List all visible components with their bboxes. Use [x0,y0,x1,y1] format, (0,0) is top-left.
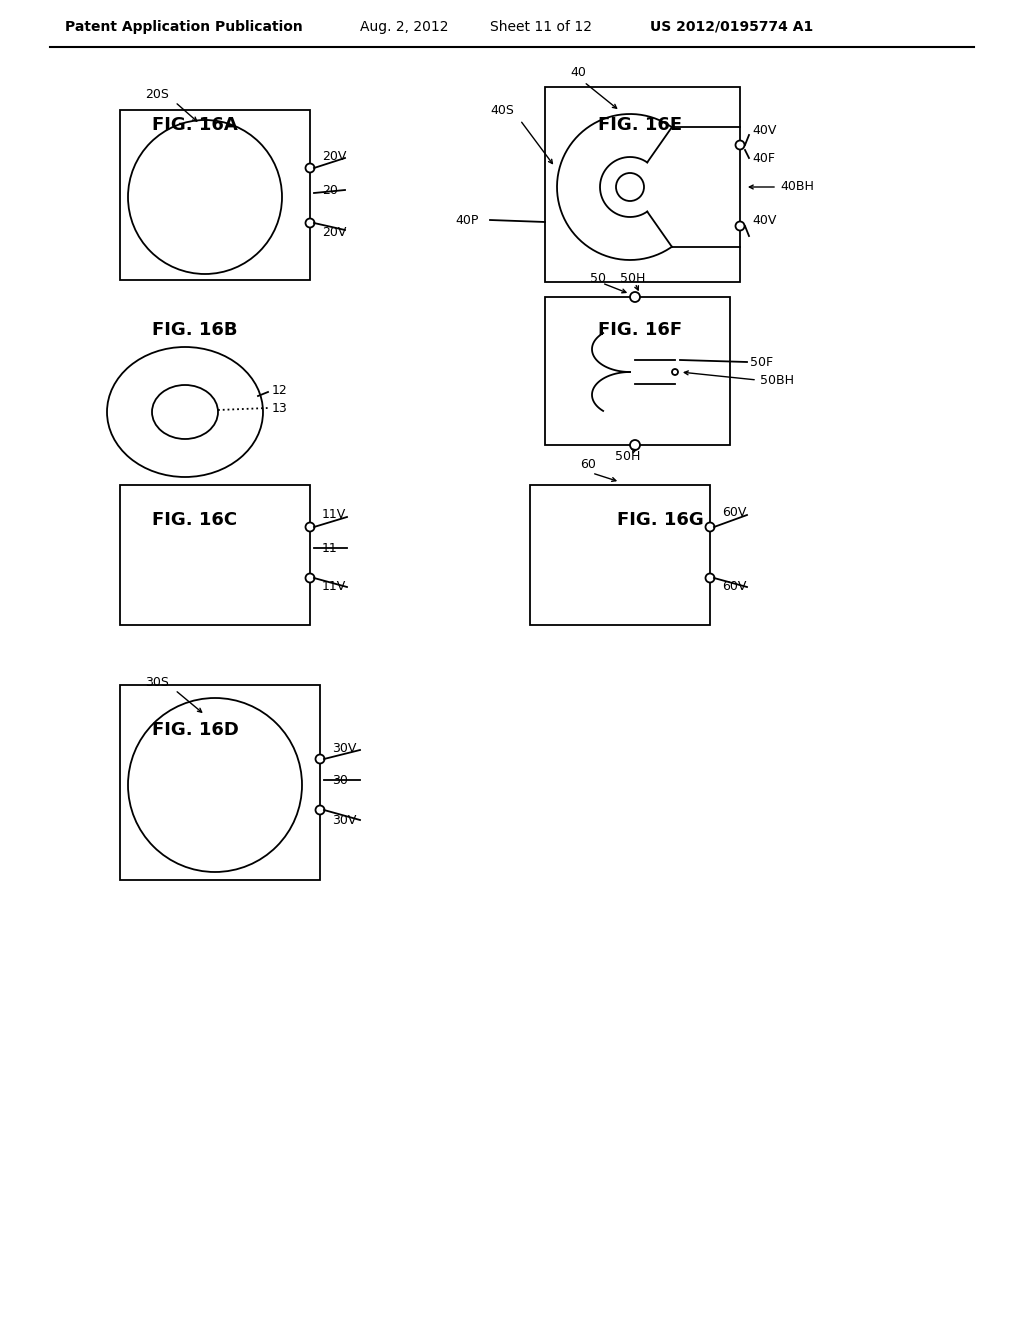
Text: 40BH: 40BH [780,181,814,194]
Circle shape [630,292,640,302]
Text: FIG. 16F: FIG. 16F [598,321,682,339]
Ellipse shape [106,347,263,477]
Circle shape [305,219,314,227]
Circle shape [305,164,314,173]
Text: 50H: 50H [620,272,645,285]
Text: 40V: 40V [752,124,776,136]
Text: 50H: 50H [615,450,640,463]
Circle shape [735,222,744,231]
Text: 11: 11 [322,541,338,554]
Circle shape [630,440,640,450]
Text: 40P: 40P [455,214,478,227]
Text: 40F: 40F [752,152,775,165]
Circle shape [672,370,678,375]
Text: 30V: 30V [332,742,356,755]
Bar [120,685,319,880]
Circle shape [735,140,744,149]
Text: FIG. 16B: FIG. 16B [153,321,238,339]
Bar [545,87,740,282]
Text: FIG. 16E: FIG. 16E [598,116,682,135]
Text: 20V: 20V [322,150,346,164]
Text: 30S: 30S [145,676,169,689]
Text: 20S: 20S [145,88,169,102]
Bar [120,484,310,624]
Circle shape [706,573,715,582]
Bar [545,297,730,445]
Text: Patent Application Publication: Patent Application Publication [65,20,303,34]
Text: 40: 40 [570,66,586,78]
Text: 40V: 40V [752,214,776,227]
Text: 50BH: 50BH [760,374,794,387]
Text: 13: 13 [272,401,288,414]
Text: 50F: 50F [750,355,773,368]
Text: FIG. 16A: FIG. 16A [153,116,238,135]
Text: 11V: 11V [322,581,346,594]
Text: Aug. 2, 2012: Aug. 2, 2012 [360,20,449,34]
Bar [530,484,710,624]
Text: FIG. 16G: FIG. 16G [616,511,703,529]
Circle shape [706,523,715,532]
Text: 20: 20 [322,183,338,197]
Text: 60V: 60V [722,507,746,520]
Circle shape [305,573,314,582]
Text: FIG. 16C: FIG. 16C [153,511,238,529]
Text: 50: 50 [590,272,606,285]
Text: 11V: 11V [322,508,346,521]
Circle shape [616,173,644,201]
Circle shape [305,523,314,532]
Text: Sheet 11 of 12: Sheet 11 of 12 [490,20,592,34]
Ellipse shape [152,385,218,440]
Text: US 2012/0195774 A1: US 2012/0195774 A1 [650,20,813,34]
Circle shape [315,755,325,763]
Circle shape [128,120,282,275]
Text: 60: 60 [580,458,596,471]
Text: 60V: 60V [722,581,746,594]
Text: 30: 30 [332,774,348,787]
Text: 40S: 40S [490,103,514,116]
Bar [120,110,310,280]
Text: 12: 12 [272,384,288,396]
Text: 20V: 20V [322,226,346,239]
Circle shape [315,805,325,814]
Text: FIG. 16D: FIG. 16D [152,721,239,739]
Text: 30V: 30V [332,813,356,826]
Circle shape [128,698,302,873]
